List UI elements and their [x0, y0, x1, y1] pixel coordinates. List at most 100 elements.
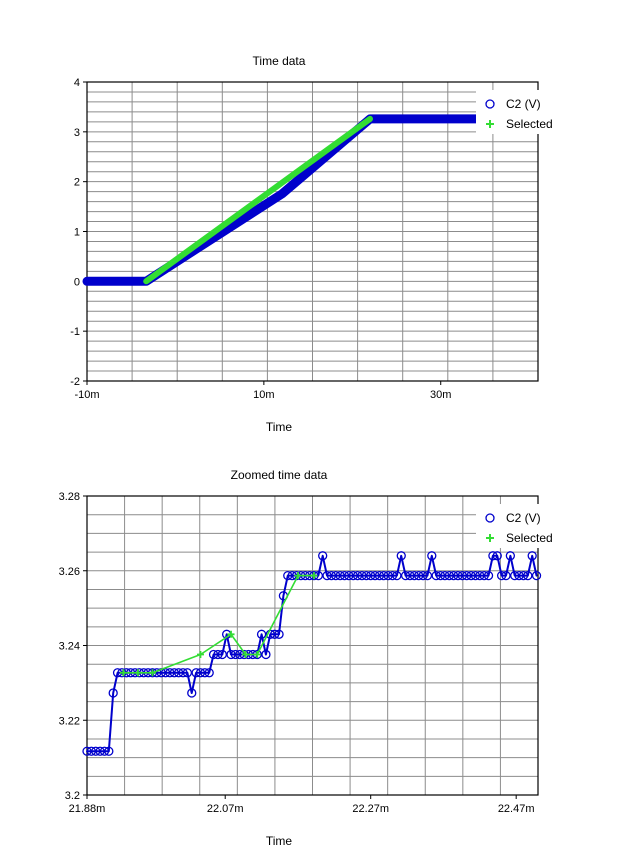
chart1-legend-label: Selected: [506, 117, 553, 131]
chart2-c2-point: [374, 570, 385, 581]
chart2-plot-area: 3.28 3.26 3.24 3.22 3.221.88m 22.07m 22.27m 22.…: [59, 491, 576, 815]
chart2-c2-point: [182, 668, 193, 678]
chart1-y-tick-label: 4: [74, 77, 80, 89]
chart2-c2-point: [165, 668, 175, 678]
chart2-selected-point: [310, 572, 318, 580]
chart1-y-tick-label: 1: [74, 227, 80, 239]
chart2-c2-point: [396, 551, 406, 561]
chart2-c2-point: [501, 570, 511, 581]
chart2-c2-point: [387, 570, 398, 581]
chart2-c2-point: [348, 570, 358, 581]
chart2-c2-point: [322, 570, 332, 581]
chart2-c2-point: [86, 746, 97, 756]
chart2-c2-point: [457, 570, 467, 581]
chart1-legend-label: C2 (V): [506, 97, 541, 111]
chart2-c2-point: [505, 551, 516, 561]
chart1-x-tick-label: -10m: [74, 389, 99, 401]
chart2-selected-point: [242, 650, 250, 658]
chart2-legend-label: Selected: [506, 531, 553, 545]
chart2-selected-point: [196, 650, 204, 658]
chart2-legend-selected-icon: [486, 534, 494, 542]
chart2-title: Zoomed time data: [231, 468, 328, 482]
chart1-legend-selected-icon: [486, 120, 494, 128]
chart2-x-tick-label: 22.47m: [498, 803, 535, 815]
chart2-c2-point: [331, 570, 341, 581]
chart2-c2-point: [492, 551, 502, 561]
chart2-c2-point: [427, 551, 437, 561]
chart2-x-tick-label: 22.27m: [352, 803, 389, 815]
chart2-c2-point: [366, 570, 376, 581]
chart1-y-tick-label: -2: [70, 376, 80, 388]
chart2-selected-point: [119, 669, 127, 677]
chart2-y-tick-label: 3.22: [59, 715, 80, 727]
chart2-c2-point: [230, 649, 241, 660]
chart2-y-tick-label: 3.2: [65, 790, 80, 802]
chart2-c2-point: [510, 570, 520, 581]
chart2-c2-point: [440, 570, 450, 581]
chart2-c2-point: [204, 668, 214, 678]
chart2-c2-point: [431, 570, 441, 581]
chart2-c2-point: [339, 570, 350, 581]
chart2-c2-point: [475, 570, 485, 581]
chart2-c2-point: [435, 570, 446, 581]
chart2-c2-point: [514, 570, 524, 581]
chart2-c2-point: [104, 746, 114, 756]
chart1-title: Time data: [253, 54, 306, 68]
chart2-c2-point: [335, 570, 345, 581]
chart1-x-tick-label: 30m: [430, 389, 451, 401]
chart2-c2-point: [444, 570, 454, 581]
chart1-series-selected-line: [143, 115, 373, 285]
chart2-c2-point: [256, 629, 267, 639]
chart2-c2-point: [82, 746, 92, 756]
chart2-c2-point: [187, 688, 197, 698]
chart2-legend-c2-icon: [485, 513, 495, 523]
chart2-c2-point: [270, 629, 280, 639]
chart2-c2-point: [208, 649, 219, 660]
chart2-c2-point: [488, 551, 498, 561]
chart2-c2-point: [99, 746, 110, 756]
chart2-c2-point: [422, 570, 433, 581]
chart1-y-tick-label: -1: [70, 326, 80, 338]
chart2-c2-point: [523, 570, 533, 581]
chart2-selected-point: [294, 572, 302, 580]
chart2-c2-point: [318, 551, 328, 561]
chart1-y-tick-label: 2: [74, 177, 80, 189]
chart2-c2-point: [383, 570, 393, 581]
chart2-c2-point: [370, 570, 380, 581]
chart2-x-tick-label: 21.88m: [69, 803, 106, 815]
chart2-c2-point: [414, 570, 424, 581]
chart2-c2-point: [95, 746, 105, 756]
chart2-c2-point: [392, 570, 402, 581]
chart2-c2-point: [226, 649, 236, 660]
chart2-c2-point: [418, 570, 428, 581]
chart2-legend-box: [476, 504, 576, 548]
chart2-c2-point: [400, 570, 411, 581]
chart2-c2-point: [283, 570, 293, 581]
chart2-x-tick-label: 22.07m: [207, 803, 244, 815]
chart2-c2-point: [213, 649, 223, 660]
chart2-c2-point: [178, 668, 188, 678]
chart2-c2-point: [453, 570, 463, 581]
chart2-c2-point: [108, 688, 118, 698]
chart2-legend-label: C2 (V): [506, 511, 541, 525]
chart1-xlabel: Time: [266, 420, 293, 434]
chart2-c2-point: [160, 668, 171, 678]
chart2-c2-point: [217, 649, 227, 660]
chart2-series-c2-line: [86, 554, 538, 753]
chart1-series-group: [82, 114, 543, 286]
chart2-c2-point: [357, 570, 367, 581]
chart2-c2-point: [200, 668, 210, 678]
chart2-c2-point: [91, 746, 101, 756]
chart2-c2-point: [448, 570, 459, 581]
chart2-selected-point: [253, 650, 261, 658]
chart2-c2-point: [169, 668, 179, 678]
chart2-y-tick-label: 3.26: [59, 566, 80, 578]
chart2-xlabel: Time: [266, 834, 293, 848]
chart2-c2-point: [483, 570, 494, 581]
chart2-c2-point: [479, 570, 489, 581]
chart2-selected-point: [134, 669, 142, 677]
chart2-c2-point: [344, 570, 354, 581]
chart2-c2-point: [379, 570, 389, 581]
chart1-plot-area: 4 3 2 1 0 -1 -2-10m 10m 30m C2 (V) Selected: [70, 77, 576, 401]
chart2-series-group: [82, 551, 542, 756]
